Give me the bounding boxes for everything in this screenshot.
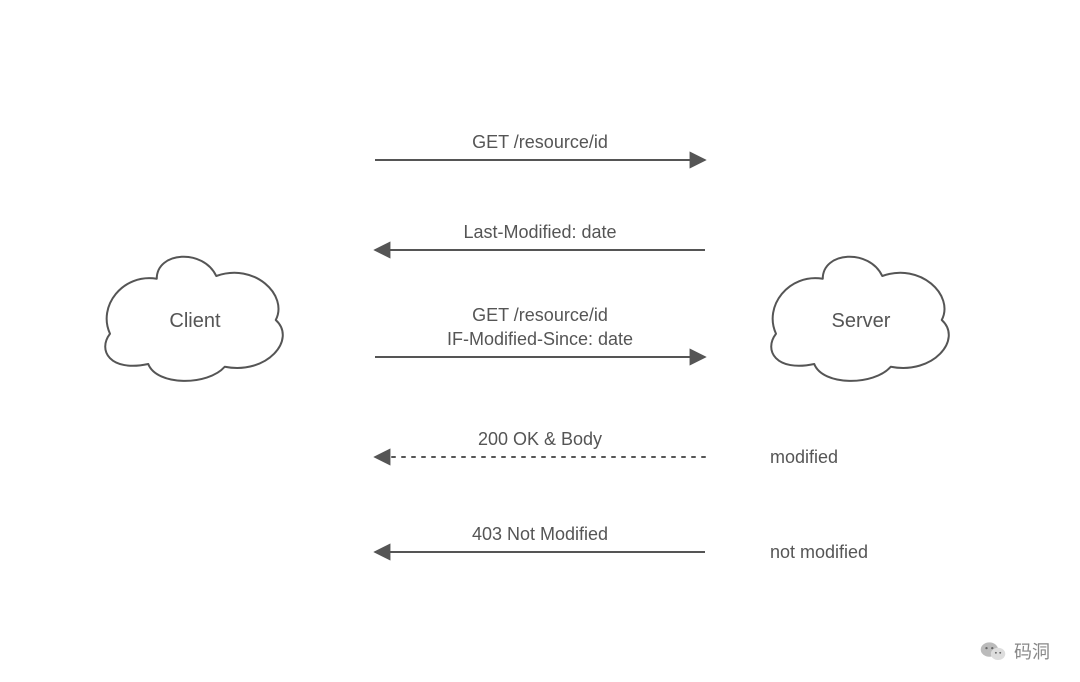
- arrow-resp1: Last-Modified: date: [375, 222, 705, 250]
- client-node: Client: [105, 257, 283, 381]
- watermark-text: 码洞: [1014, 638, 1050, 664]
- server-node-label: Server: [832, 310, 891, 332]
- arrow-req1: GET /resource/id: [375, 132, 705, 160]
- arrow-resp2-label-0: 200 OK & Body: [478, 429, 602, 449]
- arrow-resp2-sidelabel: modified: [770, 447, 838, 467]
- sequence-diagram: Client Server GET /resource/id Last-Modifie…: [0, 0, 1080, 682]
- arrow-resp2: 200 OK & Body modified: [375, 429, 838, 467]
- wechat-icon: [980, 640, 1006, 662]
- arrow-req1-label-0: GET /resource/id: [472, 132, 608, 152]
- arrow-resp3-label-0: 403 Not Modified: [472, 524, 608, 544]
- client-node-label: Client: [169, 310, 221, 332]
- arrow-req2-label-1: IF-Modified-Since: date: [447, 329, 633, 349]
- arrow-req2-label-0: GET /resource/id: [472, 305, 608, 325]
- arrow-resp3: 403 Not Modified not modified: [375, 524, 868, 562]
- arrow-resp3-sidelabel: not modified: [770, 542, 868, 562]
- watermark: 码洞: [980, 638, 1050, 664]
- arrow-resp1-label-0: Last-Modified: date: [463, 222, 616, 242]
- server-node: Server: [771, 257, 949, 381]
- arrow-req2: GET /resource/id IF-Modified-Since: date: [375, 305, 705, 357]
